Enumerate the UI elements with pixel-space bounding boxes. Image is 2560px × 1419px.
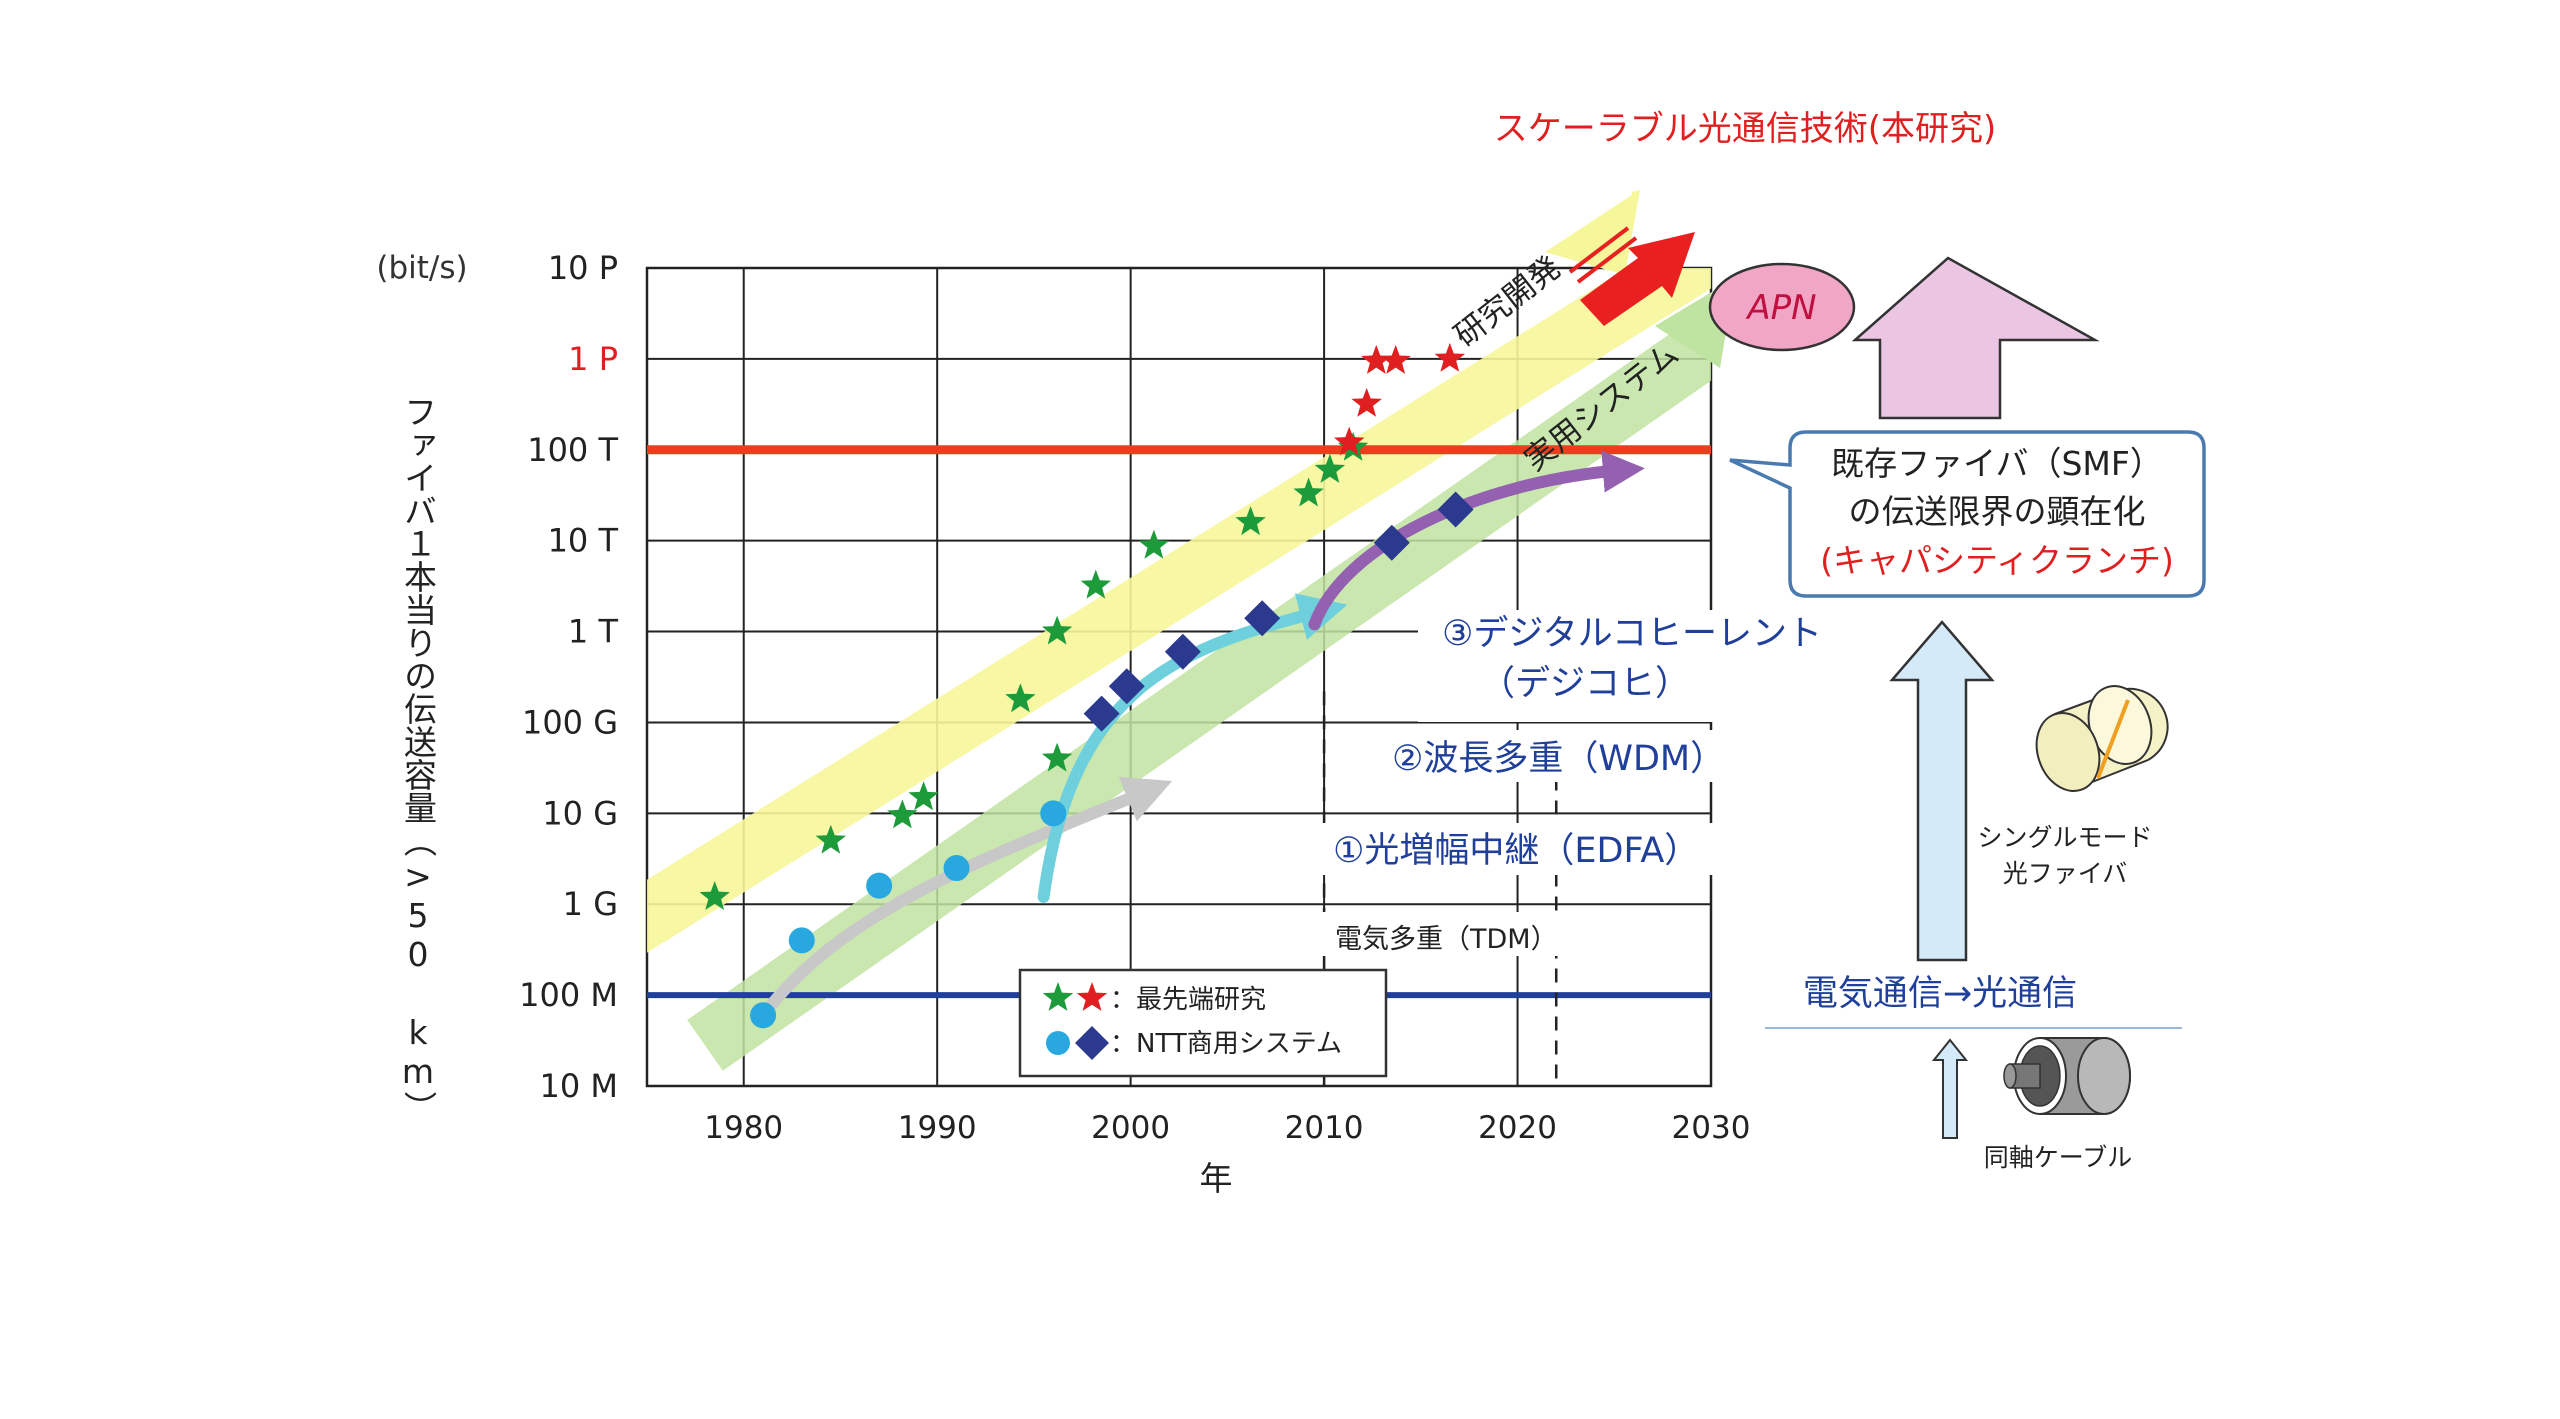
commercial-circle-point — [866, 872, 893, 899]
small-up-arrow — [1931, 1038, 1969, 1139]
research-star-point — [1041, 742, 1073, 772]
x-tick-label: 1980 — [704, 1110, 783, 1146]
research-star-point — [699, 881, 730, 910]
y-tick-label: 1 P — [568, 340, 618, 378]
legend-circle — [1046, 1031, 1070, 1055]
red-arrow — [1568, 226, 1695, 326]
commercial-diamond-point — [1083, 695, 1120, 732]
research-star-point — [1351, 387, 1382, 417]
research-star-point — [887, 799, 918, 829]
y-tick-label: 10 T — [548, 522, 619, 560]
commercial-circle-point — [943, 855, 970, 882]
y-tick-label: 1 G — [563, 885, 618, 923]
x-axis-label: 年 — [1200, 1159, 1233, 1198]
commercial-diamond-point — [1164, 633, 1201, 670]
callout-line-2: の伝送限界の顕在化 — [1849, 492, 2146, 531]
y-tick-labels: 10 M 100 M 1 G 10 G 100 G 1 T 10 T 100 T 1 P 10 P — [519, 249, 618, 1105]
y-axis-label: ファイバ１本当りの伝送容量（>50 km） — [399, 395, 438, 1124]
pink-arrow — [1851, 256, 2100, 420]
y-tick-label: 100 T — [527, 431, 618, 469]
x-tick-label: 1990 — [898, 1110, 977, 1146]
research-star-point — [908, 781, 939, 811]
research-star-point — [1080, 569, 1111, 599]
legend-box — [1018, 968, 1388, 1078]
band-practical — [687, 317, 1711, 1071]
x-tick-label: 2010 — [1285, 1110, 1364, 1146]
annotation-wdm: ②波長多重（WDM） — [1392, 739, 1725, 779]
annotation-edfa: ①光増幅中継（EDFA） — [1333, 831, 1699, 871]
unit-label: (bit/s) — [376, 250, 467, 286]
band-research-head — [1545, 190, 1640, 275]
edfa-trend-arrow — [757, 776, 1173, 1022]
y-tick-label: 10 G — [542, 794, 618, 832]
legend-star-green — [1042, 982, 1074, 1011]
commercial-diamond-point — [1108, 668, 1145, 705]
figure-title: スケーラブル光通信技術(本研究) — [1494, 109, 1997, 149]
coax-label: 同軸ケーブル — [1984, 1143, 2133, 1172]
x-tick-label: 2020 — [1478, 1110, 1557, 1146]
smf-fiber-icon — [2035, 685, 2169, 792]
y-tick-label: 10 M — [540, 1067, 619, 1105]
x-tick-label: 2030 — [1672, 1110, 1751, 1146]
trend-bands — [647, 268, 1711, 1071]
apn-badge: APN — [1708, 262, 1856, 352]
y-tick-label: 10 P — [548, 249, 618, 287]
smf-label-line-2: 光ファイバ — [2003, 859, 2128, 888]
commercial-diamond-point — [1244, 600, 1281, 637]
research-star-point — [1434, 342, 1466, 372]
coherent-trend-arrow — [1308, 450, 1645, 631]
annotation-bg-coherent — [1418, 610, 1888, 722]
x-tick-labels: 1980 1990 2000 2010 2020 2030 — [704, 1110, 1750, 1146]
smf-label-line-1: シングルモード — [1977, 823, 2152, 852]
research-star-point — [1138, 529, 1170, 559]
commercial-circle-point — [788, 927, 815, 954]
annotation-coherent-short: （デジコヒ） — [1480, 664, 1690, 704]
evolution-label: 電気通信→光通信 — [1803, 974, 2077, 1014]
research-star-point — [1380, 344, 1411, 374]
commercial-diamond-point — [1437, 491, 1474, 528]
y-tick-label: 1 T — [568, 613, 619, 651]
band-research — [647, 268, 1711, 953]
y-tick-label: 100 G — [522, 703, 618, 741]
legend-star-red — [1076, 982, 1108, 1011]
annotation-bg-tdm — [1320, 912, 1570, 956]
legend-commercial-text: ：NTT商用システム — [1110, 1029, 1342, 1059]
annotation-bg-edfa — [1316, 823, 1736, 875]
y-tick-label: 100 M — [519, 976, 618, 1014]
research-star-point — [1235, 506, 1266, 536]
research-star-point — [1361, 344, 1392, 374]
research-star-point — [815, 824, 846, 854]
callout-line-3: (キャパシティクランチ) — [1820, 541, 2174, 580]
commercial-diamond-point — [1373, 524, 1410, 561]
research-star-point — [1314, 453, 1346, 483]
annotation-tdm: 電気多重（TDM） — [1335, 924, 1558, 955]
callout-line-1: 既存ファイバ（SMF） — [1831, 444, 2163, 483]
tdm-region-lines — [1322, 691, 1558, 1086]
x-tick-label: 2000 — [1091, 1110, 1170, 1146]
evolution-arrow — [1889, 620, 1995, 962]
annotation-coherent: ③デジタルコヒーレント — [1442, 614, 1822, 654]
legend: ：最先端研究 ：NTT商用システム — [1018, 968, 1388, 1078]
research-star-point — [1293, 477, 1324, 507]
legend-research-text: ：最先端研究 — [1110, 985, 1266, 1015]
research-star-point — [1005, 683, 1036, 713]
capacity-crunch-callout: 既存ファイバ（SMF） の伝送限界の顕在化 (キャパシティクランチ) — [1729, 430, 2206, 598]
annotation-bg-wdm — [1372, 730, 1744, 782]
commercial-circle-point — [750, 1002, 777, 1029]
legend-diamond — [1075, 1026, 1109, 1060]
apn-label: APN — [1745, 288, 1816, 328]
research-star-point — [1334, 426, 1365, 456]
commercial-circle-point — [1040, 800, 1067, 827]
data-points — [699, 342, 1474, 1029]
legend-markers — [1042, 982, 1109, 1060]
coax-cable-icon — [2003, 1037, 2131, 1115]
research-star-point — [1041, 615, 1073, 645]
